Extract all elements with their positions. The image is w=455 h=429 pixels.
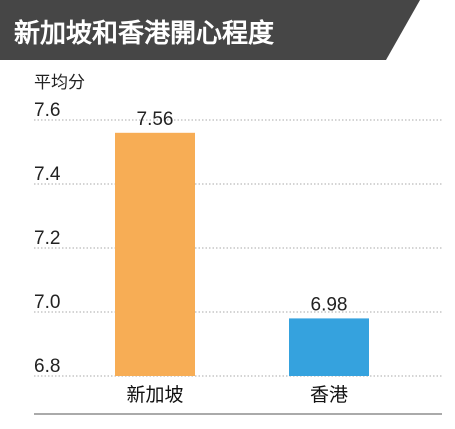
bar bbox=[289, 318, 369, 376]
y-tick-labels: 6.8 7.0 7.2 7.4 7.6 bbox=[34, 100, 61, 377]
y-tick-label: 6.8 bbox=[34, 356, 60, 377]
bar bbox=[115, 132, 195, 376]
value-labels: 7.56 6.98 bbox=[137, 109, 348, 316]
category-labels: 新加坡 香港 bbox=[126, 384, 348, 406]
y-axis-label: 平均分 bbox=[34, 73, 85, 93]
y-tick-label: 7.2 bbox=[34, 228, 60, 249]
bar-value-label: 6.98 bbox=[311, 294, 348, 315]
y-tick-label: 7.0 bbox=[34, 292, 60, 313]
bar-value-label: 7.56 bbox=[137, 109, 174, 130]
chart-title: 新加坡和香港開心程度 bbox=[14, 18, 274, 49]
bars bbox=[115, 132, 369, 376]
category-label: 香港 bbox=[310, 384, 348, 406]
y-tick-label: 7.4 bbox=[34, 164, 61, 185]
category-label: 新加坡 bbox=[126, 384, 183, 406]
gridlines bbox=[34, 119, 442, 377]
title-banner bbox=[0, 0, 420, 60]
y-tick-label: 7.6 bbox=[34, 100, 60, 121]
